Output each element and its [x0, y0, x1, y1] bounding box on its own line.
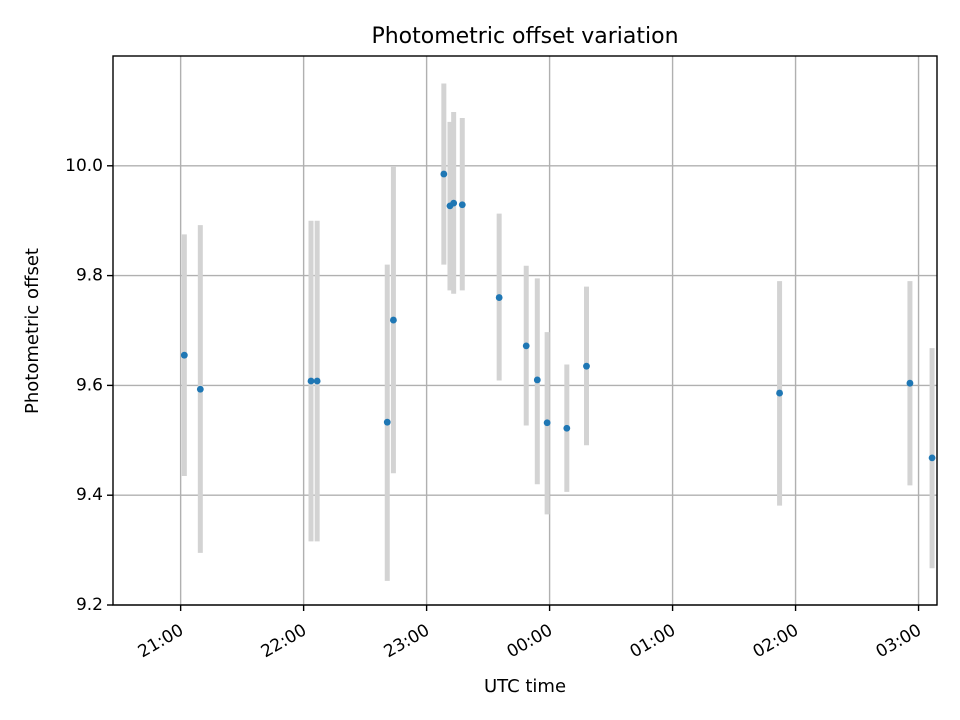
x-tick-label: 21:00: [135, 620, 187, 662]
plot-frame: [112, 55, 938, 606]
x-tick-label: 23:00: [381, 620, 433, 662]
data-point: [495, 294, 503, 301]
data-point: [196, 385, 204, 393]
y-tick-label: 9.4: [76, 485, 103, 505]
x-tick-label: 02:00: [750, 620, 802, 662]
error-bars: [181, 83, 935, 581]
chart-title: Photometric offset variation: [371, 24, 678, 49]
data-points: [180, 170, 936, 462]
grid: [113, 56, 937, 606]
data-point: [440, 170, 448, 178]
data-point: [583, 362, 590, 370]
data-point: [307, 377, 315, 385]
data-point: [928, 454, 936, 462]
x-tick-label: 03:00: [873, 620, 925, 662]
x-tick-label: 01:00: [627, 620, 679, 662]
x-axis-label: UTC time: [484, 676, 566, 697]
data-point: [522, 342, 530, 350]
data-point: [543, 419, 551, 427]
data-point: [180, 351, 188, 359]
y-tick-label: 9.8: [76, 266, 103, 286]
y-tick-label: 9.2: [76, 595, 103, 615]
y-tick-label: 10.0: [65, 156, 103, 176]
y-axis-label: Photometric offset: [22, 248, 43, 414]
data-point: [776, 389, 783, 397]
x-tick-label: 22:00: [258, 620, 310, 662]
data-point: [450, 199, 458, 207]
data-point: [906, 379, 914, 387]
y-tick-label: 9.6: [76, 375, 103, 395]
data-point: [390, 316, 397, 324]
data-point: [313, 377, 321, 385]
data-point: [533, 376, 541, 384]
data-point: [563, 424, 571, 432]
x-tick-label: 00:00: [504, 620, 556, 662]
data-point: [458, 201, 466, 209]
data-point: [383, 418, 391, 426]
